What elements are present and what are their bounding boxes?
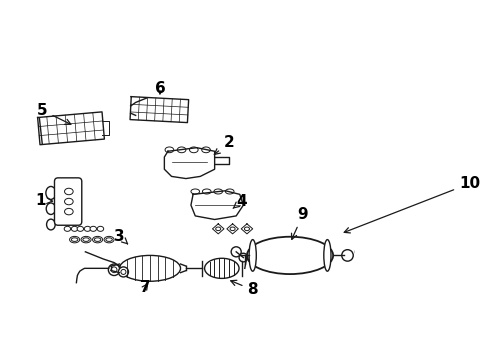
Circle shape	[121, 269, 126, 274]
Ellipse shape	[72, 238, 78, 242]
Ellipse shape	[72, 226, 78, 231]
Ellipse shape	[83, 238, 89, 242]
Text: 9: 9	[292, 207, 308, 239]
Ellipse shape	[245, 227, 249, 231]
Text: 4: 4	[233, 194, 246, 209]
Ellipse shape	[202, 189, 211, 194]
Ellipse shape	[104, 237, 114, 243]
Ellipse shape	[46, 203, 55, 215]
Ellipse shape	[324, 240, 331, 271]
Ellipse shape	[81, 237, 91, 243]
Circle shape	[231, 247, 241, 257]
Ellipse shape	[77, 226, 84, 231]
Circle shape	[342, 250, 353, 261]
FancyBboxPatch shape	[54, 178, 82, 225]
Polygon shape	[191, 191, 244, 220]
Ellipse shape	[215, 226, 222, 232]
Ellipse shape	[229, 226, 236, 232]
Ellipse shape	[165, 147, 173, 153]
Ellipse shape	[65, 188, 73, 195]
Ellipse shape	[247, 237, 333, 274]
Ellipse shape	[95, 238, 101, 242]
Circle shape	[119, 267, 128, 277]
Circle shape	[111, 267, 117, 273]
Ellipse shape	[216, 227, 220, 231]
Circle shape	[355, 247, 366, 257]
Ellipse shape	[93, 237, 102, 243]
Ellipse shape	[84, 226, 91, 231]
Ellipse shape	[225, 189, 234, 194]
Ellipse shape	[177, 147, 186, 153]
Ellipse shape	[202, 147, 210, 153]
Text: 8: 8	[231, 280, 258, 297]
Text: 7: 7	[140, 280, 150, 295]
Text: 3: 3	[114, 229, 127, 244]
Ellipse shape	[191, 189, 199, 194]
Ellipse shape	[64, 226, 71, 231]
Text: 10: 10	[344, 176, 480, 233]
Text: 6: 6	[155, 81, 166, 95]
Ellipse shape	[65, 208, 73, 215]
Ellipse shape	[120, 255, 180, 281]
Circle shape	[239, 253, 247, 262]
Circle shape	[108, 264, 120, 275]
Ellipse shape	[65, 198, 73, 205]
Ellipse shape	[249, 240, 256, 271]
Text: 2: 2	[214, 135, 234, 154]
Text: 5: 5	[37, 103, 71, 124]
Ellipse shape	[214, 189, 222, 194]
Ellipse shape	[97, 226, 104, 231]
Ellipse shape	[230, 227, 235, 231]
Ellipse shape	[244, 226, 250, 232]
Ellipse shape	[46, 186, 56, 199]
Ellipse shape	[106, 238, 112, 242]
Ellipse shape	[70, 237, 79, 243]
Ellipse shape	[47, 219, 55, 230]
Ellipse shape	[90, 226, 97, 231]
Ellipse shape	[190, 147, 198, 153]
Polygon shape	[164, 148, 215, 179]
Ellipse shape	[205, 258, 239, 278]
Text: 1: 1	[35, 193, 52, 208]
